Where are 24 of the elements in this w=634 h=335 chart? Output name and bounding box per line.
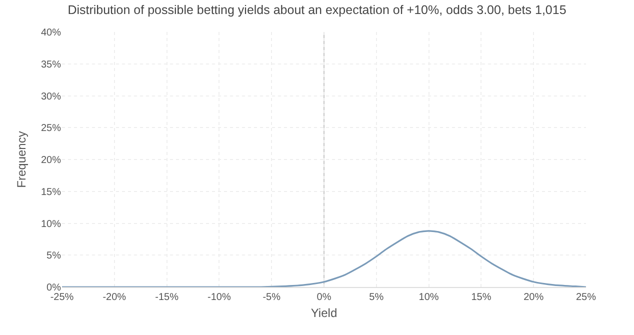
- y-tick-label: 25%: [40, 123, 62, 134]
- x-tick-label: -15%: [155, 292, 179, 303]
- x-tick-label: -25%: [50, 292, 74, 303]
- y-tick-label: 20%: [40, 155, 62, 166]
- y-tick-label: 30%: [40, 91, 62, 102]
- x-tick-label: 10%: [418, 292, 439, 303]
- x-tick-label: 0%: [316, 292, 332, 303]
- y-axis-title: Frequency: [14, 131, 28, 188]
- x-tick-label: 15%: [471, 292, 492, 303]
- y-tick-label: 0%: [46, 282, 62, 294]
- y-tick-label: 35%: [40, 59, 62, 70]
- x-tick-label: -10%: [208, 292, 231, 303]
- x-axis-title: Yield: [310, 306, 338, 320]
- x-tick-label: 5%: [369, 292, 384, 303]
- x-tick-label: 20%: [524, 292, 544, 303]
- chart-title: Distribution of possible betting yields about an expectation of +10%, odds 3.00, bets 1,015: [68, 2, 566, 17]
- y-tick-label: 10%: [40, 218, 62, 230]
- y-tick-label: 15%: [40, 186, 62, 198]
- y-tick-label: 40%: [40, 28, 62, 38]
- x-tick-label: -5%: [262, 292, 281, 303]
- x-tick-label: 25%: [576, 292, 596, 303]
- line-series: [62, 230, 586, 287]
- y-tick-label: 5%: [46, 250, 62, 262]
- x-tick-label: -20%: [102, 292, 126, 303]
